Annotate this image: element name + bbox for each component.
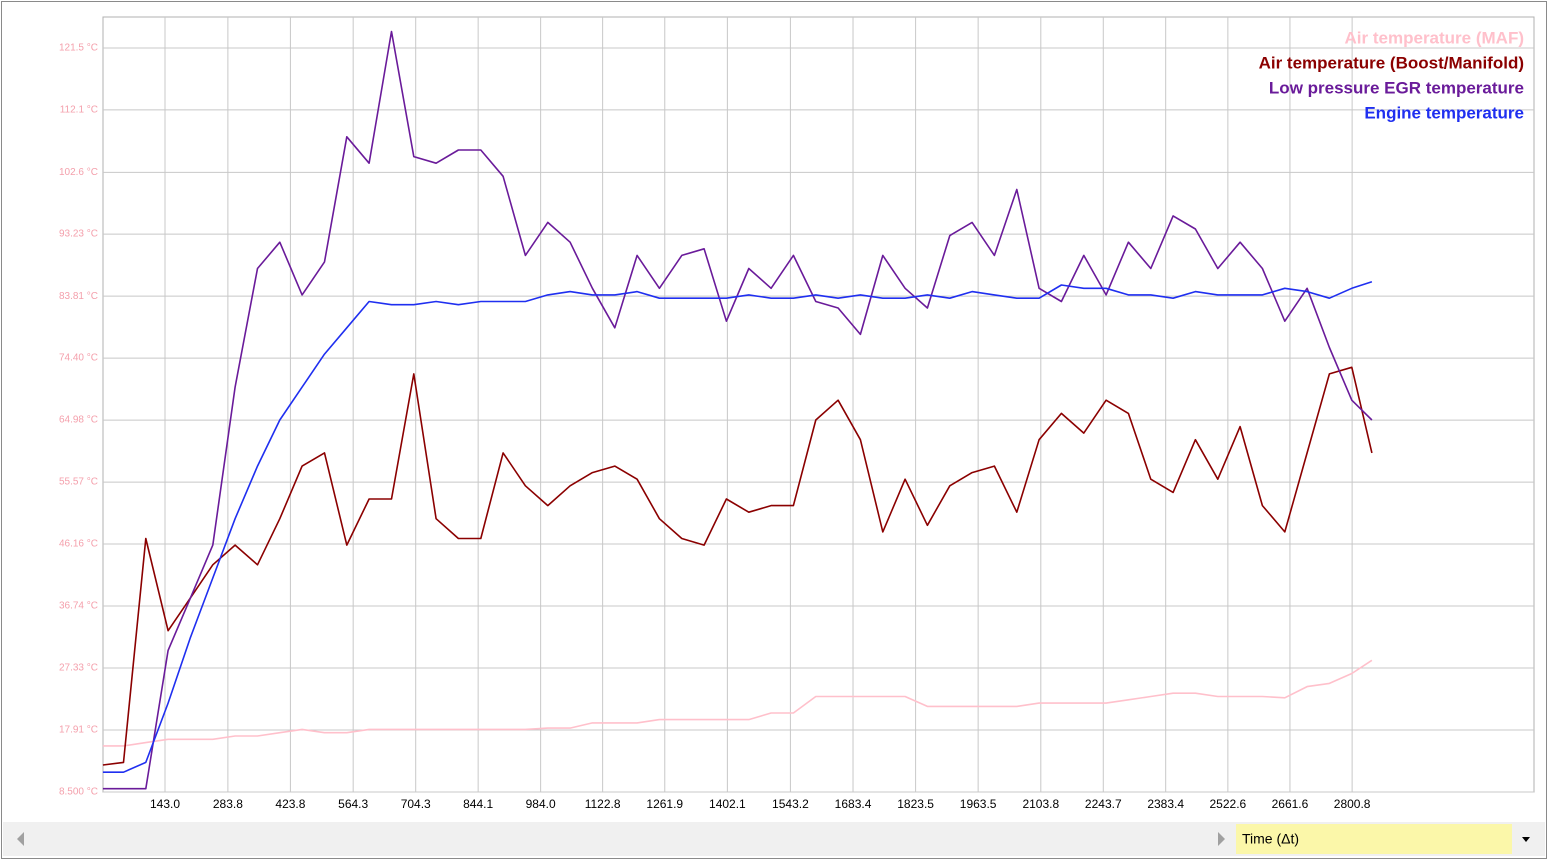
x-tick-label: 1823.5: [897, 797, 934, 811]
x-selector-label: Time (Δt): [1242, 831, 1299, 847]
scroll-right[interactable]: [1218, 832, 1225, 846]
scroll-left[interactable]: [17, 832, 24, 846]
y-tick-label: 112.1 °C: [60, 104, 98, 115]
x-tick-label: 2522.6: [1210, 797, 1247, 811]
y-tick-label: 46.16 °C: [59, 539, 98, 550]
legend-entry: Low pressure EGR temperature: [1269, 78, 1524, 97]
labels: 8.500 °C 17.91 °C 27.33 °C 36.74 °C 46.16 °C…: [59, 28, 1524, 811]
x-tick-label: 1963.5: [960, 797, 997, 811]
series-line: [102, 366, 1373, 766]
x-tick-label: 1261.9: [646, 797, 683, 811]
plot-area: [102, 16, 1535, 793]
x-tick-label: 423.8: [275, 797, 305, 811]
legend-entry: Air temperature (MAF): [1345, 28, 1524, 47]
y-tick-label: 74.40 °C: [59, 353, 98, 364]
y-tick-label: 83.81 °C: [59, 291, 98, 302]
x-tick-label: 1122.8: [585, 797, 621, 811]
series-line: [102, 30, 1373, 790]
x-tick-label: 704.3: [401, 797, 431, 811]
legend-entry: Engine temperature: [1364, 103, 1524, 122]
series-line: [102, 659, 1373, 747]
y-tick-label: 17.91 °C: [59, 725, 98, 736]
y-tick-label: 93.23 °C: [59, 229, 98, 240]
series-line: [102, 280, 1373, 773]
x-tick-label: 564.3: [338, 797, 368, 811]
x-tick-label: 844.1: [463, 797, 493, 811]
x-tick-label: 143.0: [150, 797, 180, 811]
y-tick-label: 102.6 °C: [59, 167, 98, 178]
y-tick-label: 27.33 °C: [59, 663, 98, 674]
x-tick-label: 2243.7: [1085, 797, 1122, 811]
y-tick-label: 8.500 °C: [59, 787, 98, 798]
x-tick-label: 2103.8: [1022, 797, 1059, 811]
x-tick-label: 1683.4: [835, 797, 872, 811]
x-selector[interactable]: [1236, 824, 1512, 854]
x-tick-label: 1402.1: [709, 797, 746, 811]
x-tick-label: 2800.8: [1334, 797, 1371, 811]
y-tick-label: 55.57 °C: [59, 477, 98, 488]
x-tick-label: 984.0: [526, 797, 556, 811]
x-tick-label: 2383.4: [1147, 797, 1184, 811]
y-tick-label: 64.98 °C: [59, 415, 98, 426]
legend-entry: Air temperature (Boost/Manifold): [1259, 53, 1524, 72]
x-tick-label: 283.8: [213, 797, 243, 811]
x-tick-label: 2661.6: [1272, 797, 1309, 811]
lines: [102, 30, 1373, 790]
dropdown-arrow[interactable]: [1522, 837, 1530, 842]
x-tick-label: 1543.2: [772, 797, 809, 811]
y-tick-label: 36.74 °C: [59, 601, 98, 612]
y-tick-label: 121.5 °C: [59, 43, 98, 54]
grid: [103, 17, 1534, 793]
